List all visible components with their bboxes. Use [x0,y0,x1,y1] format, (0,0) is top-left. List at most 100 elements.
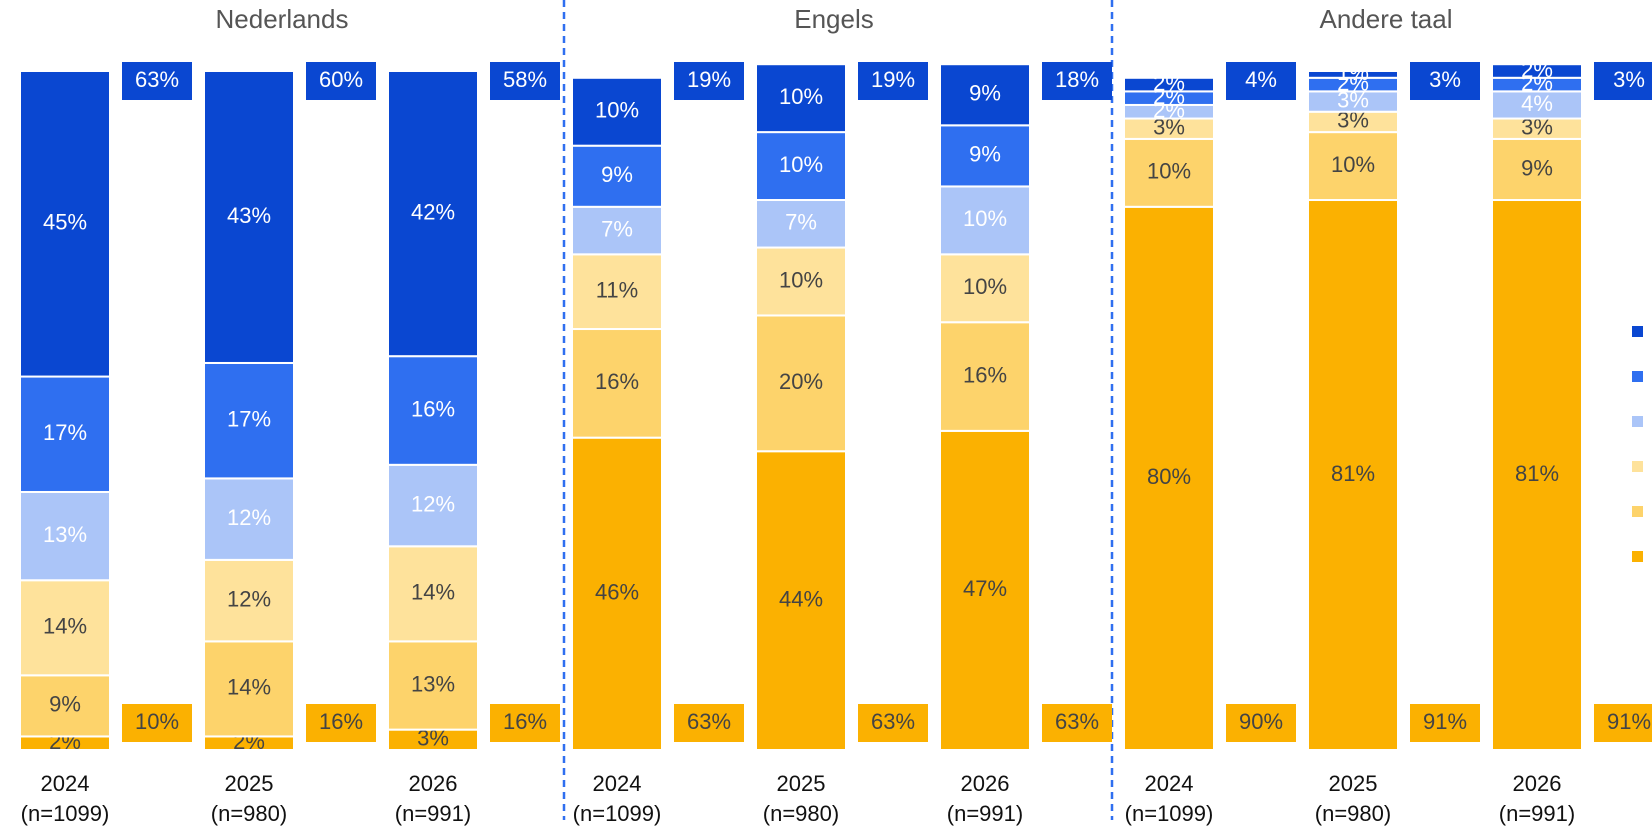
x-tick-label: 2026 [961,771,1010,796]
sample-size-label: (n=991) [395,801,471,826]
data-label: 81% [1515,461,1559,486]
top-total-box [1042,62,1112,100]
bar-segment [19,579,111,677]
data-label: 10% [963,206,1007,231]
data-label: 9% [1521,155,1553,180]
data-label: 12% [411,491,455,516]
data-label: 16% [411,396,455,421]
data-label: 11% [596,277,638,302]
bottom-total-label: 10% [135,709,179,734]
data-label: 44% [779,586,823,611]
x-tick-label: 2026 [409,771,458,796]
data-label: 16% [595,369,639,394]
panel-title: Nederlands [216,4,349,34]
bar-segment [939,321,1031,432]
panel-title: Andere taal [1320,4,1453,34]
bar-segment [1491,90,1583,120]
top-total-label: 63% [135,67,179,92]
bar-segment [387,463,479,548]
bottom-total-box [1042,704,1112,742]
bar-segment [19,490,111,582]
data-label: 10% [779,84,823,109]
bar-segment [1123,137,1215,208]
data-label: 14% [227,675,271,700]
bar-segment [1123,205,1215,752]
bar-segment [1491,63,1583,79]
bar-segment [755,450,847,751]
data-label: 42% [411,199,455,224]
top-total-box [1410,62,1480,100]
top-total-box [1594,62,1652,100]
bottom-total-label: 91% [1423,709,1467,734]
x-tick-label: 2024 [593,771,642,796]
bar-segment [203,477,295,561]
top-total-label: 19% [871,67,915,92]
bar-segment [1307,70,1399,79]
bar-segment [19,375,111,493]
top-total-label: 18% [1055,67,1099,92]
bar-segment [387,640,479,731]
data-label: 12% [227,586,271,611]
data-label: 10% [1147,159,1191,184]
top-total-label: 58% [503,67,547,92]
x-tick-label: 2026 [1513,771,1562,796]
sample-size-label: (n=980) [763,801,839,826]
data-label: 14% [43,614,87,639]
data-label: 9% [969,81,1001,106]
bar-segment [19,70,111,378]
bottom-total-box [1226,704,1296,742]
top-total-box [490,62,560,100]
x-tick-label: 2024 [41,771,90,796]
x-tick-label: 2025 [225,771,274,796]
sample-size-label: (n=1099) [21,801,110,826]
top-total-label: 3% [1429,67,1461,92]
data-label: 45% [43,210,87,235]
bottom-total-label: 16% [319,709,363,734]
data-label: 7% [785,210,817,235]
top-total-label: 4% [1245,67,1277,92]
bar-segment [939,63,1031,127]
data-label: 46% [595,580,639,605]
top-total-label: 19% [687,67,731,92]
x-tick-label: 2025 [1329,771,1378,796]
data-label: 16% [963,362,1007,387]
bar-segment [755,63,847,134]
top-total-label: 60% [319,67,363,92]
bar-segment [387,355,479,466]
top-total-box [122,62,192,100]
data-label: 47% [963,576,1007,601]
sample-size-label: (n=980) [211,801,287,826]
bar-segment [571,328,663,439]
bar-segment [1491,137,1583,202]
data-label: 9% [49,692,81,717]
bar-segment [1307,199,1399,751]
bottom-total-box [306,704,376,742]
data-label: 2% [1521,57,1553,82]
bar-segment [939,253,1031,324]
bar-segment [1123,76,1215,93]
bar-segment [939,429,1031,751]
bar-segment [203,70,295,364]
bar-segment [571,253,663,331]
data-label: 13% [43,522,87,547]
data-label: 9% [601,162,633,187]
bottom-total-label: 90% [1239,709,1283,734]
data-label: 10% [779,267,823,292]
data-label: 10% [963,274,1007,299]
legend-swatch [1632,326,1643,337]
bottom-total-label: 63% [687,709,731,734]
sample-size-label: (n=991) [1499,801,1575,826]
bottom-total-box [674,704,744,742]
data-label: 10% [1331,152,1375,177]
bar-segment [755,131,847,202]
data-label: 81% [1331,461,1375,486]
top-total-label: 3% [1613,67,1645,92]
data-label: 1% [1337,60,1369,85]
bottom-total-label: 91% [1607,709,1651,734]
top-total-box [858,62,928,100]
bar-segment [387,545,479,643]
legend-swatch [1632,461,1643,472]
bar-segment [203,361,295,480]
